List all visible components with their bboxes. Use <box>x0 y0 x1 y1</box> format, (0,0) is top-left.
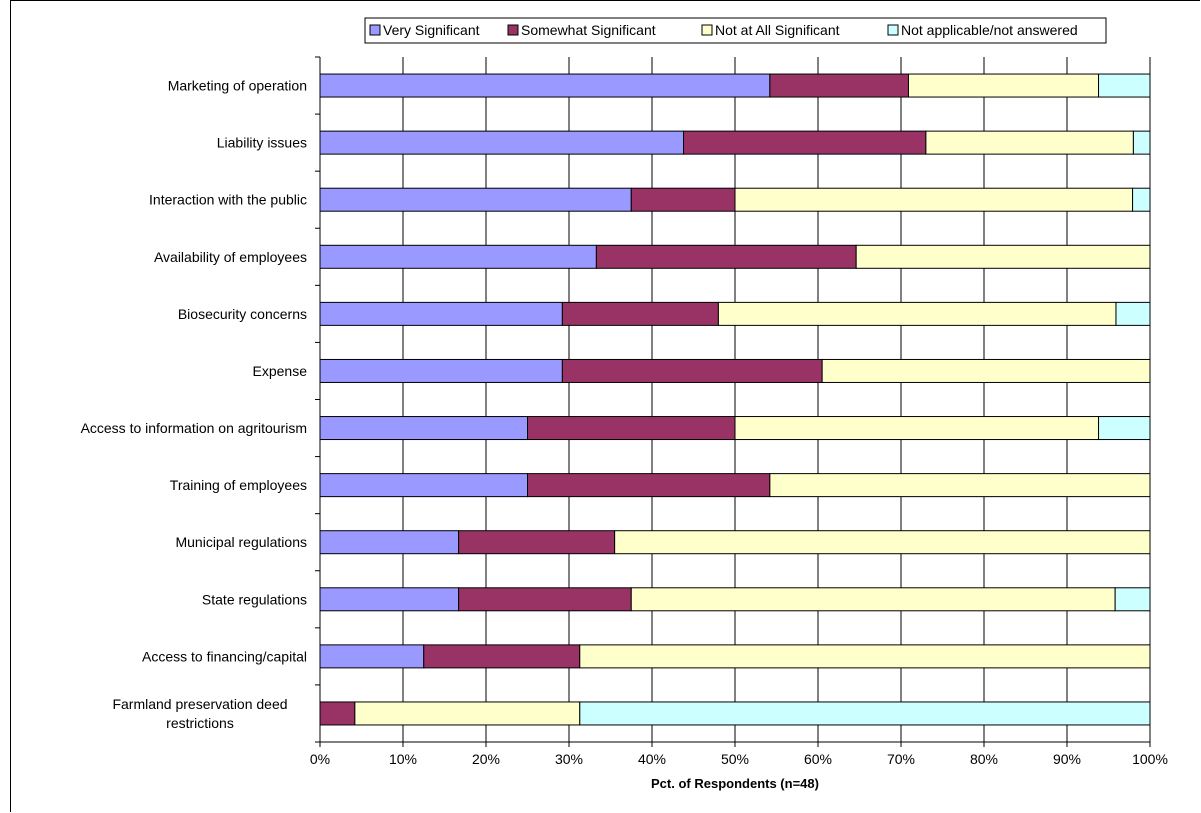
category-label: Marketing of operation <box>168 78 307 94</box>
x-tick-label: 0% <box>310 751 330 767</box>
category-label: Expense <box>253 363 308 379</box>
bar-not-applicable-not-answered-9 <box>1114 587 1151 612</box>
bar-somewhat-significant-3 <box>595 244 857 269</box>
legend-swatch <box>507 24 519 36</box>
category-label: Farmland preservation deed restrictions <box>112 696 287 731</box>
x-tick-label: 50% <box>721 751 749 767</box>
bar-somewhat-significant-4 <box>561 301 719 326</box>
bar-somewhat-significant-8 <box>458 530 616 555</box>
x-tick-label: 80% <box>970 751 998 767</box>
bar-not-at-all-significant-1 <box>925 130 1134 155</box>
legend-label: Somewhat Significant <box>521 22 656 38</box>
bar-very-significant-2 <box>319 187 632 212</box>
bar-very-significant-10 <box>319 644 425 669</box>
category-labels: Marketing of operation Liability issues In… <box>81 78 308 731</box>
x-tick-labels: 0% 10% 20% 30% 40% 50% 60% 70% 80% 90% 100% <box>310 751 1168 767</box>
category-label: Liability issues <box>217 135 307 151</box>
bar-somewhat-significant-11 <box>319 701 356 726</box>
bar-somewhat-significant-5 <box>561 358 823 383</box>
bar-not-at-all-significant-11 <box>354 701 581 726</box>
bar-not-at-all-significant-0 <box>907 73 1100 98</box>
bar-very-significant-9 <box>319 587 460 612</box>
category-label: Availability of employees <box>154 249 307 265</box>
legend-label: Not applicable/not answered <box>901 22 1078 38</box>
bar-not-at-all-significant-6 <box>734 416 1100 441</box>
bar-not-at-all-significant-7 <box>769 473 1151 498</box>
bar-not-at-all-significant-5 <box>821 358 1151 383</box>
bar-somewhat-significant-9 <box>458 587 632 612</box>
x-tick-label: 20% <box>472 751 500 767</box>
legend-swatch <box>887 24 899 36</box>
category-label: Interaction with the public <box>149 192 307 208</box>
bar-not-at-all-significant-9 <box>630 587 1116 612</box>
bar-very-significant-7 <box>319 473 528 498</box>
bar-not-at-all-significant-10 <box>579 644 1151 669</box>
legend: Very Significant Somewhat Significant Not … <box>364 17 1107 44</box>
x-tick-label: 10% <box>389 751 417 767</box>
gridlines <box>319 57 1151 742</box>
bar-very-significant-3 <box>319 244 597 269</box>
bar-very-significant-1 <box>319 130 685 155</box>
bar-not-at-all-significant-3 <box>855 244 1151 269</box>
category-label: Training of employees <box>170 477 307 493</box>
bar-very-significant-8 <box>319 530 460 555</box>
axes <box>315 56 1151 747</box>
bar-very-significant-6 <box>319 416 528 441</box>
legend-box <box>364 17 1107 44</box>
bar-somewhat-significant-2 <box>630 187 736 212</box>
legend-label: Very Significant <box>383 22 480 38</box>
bar-very-significant-4 <box>319 301 563 326</box>
bar-not-applicable-not-answered-1 <box>1132 130 1151 155</box>
bar-somewhat-significant-7 <box>527 473 771 498</box>
category-label: Biosecurity concerns <box>178 306 307 322</box>
bar-not-applicable-not-answered-0 <box>1098 73 1151 98</box>
bar-not-at-all-significant-8 <box>614 530 1151 555</box>
legend-label: Not at All Significant <box>715 22 840 38</box>
category-label: Municipal regulations <box>175 534 307 550</box>
category-label: Access to information on agritourism <box>81 420 307 436</box>
bar-somewhat-significant-0 <box>769 73 909 98</box>
x-tick-label: 40% <box>638 751 666 767</box>
x-tick-label: 90% <box>1053 751 1081 767</box>
bar-not-applicable-not-answered-2 <box>1132 187 1151 212</box>
bar-not-at-all-significant-4 <box>717 301 1117 326</box>
x-tick-label: 70% <box>887 751 915 767</box>
chart-frame <box>10 0 1200 812</box>
category-label: Access to financing/capital <box>142 648 307 664</box>
bar-somewhat-significant-1 <box>683 130 927 155</box>
bars <box>319 73 1151 726</box>
bar-not-applicable-not-answered-11 <box>579 701 1151 726</box>
x-axis-title: Pct. of Respondents (n=48) <box>651 776 819 791</box>
bar-very-significant-0 <box>319 73 771 98</box>
bar-somewhat-significant-10 <box>423 644 581 669</box>
x-tick-label: 100% <box>1132 751 1168 767</box>
bar-not-applicable-not-answered-6 <box>1098 416 1151 441</box>
x-tick-label: 30% <box>555 751 583 767</box>
legend-swatch <box>701 24 713 36</box>
bar-somewhat-significant-6 <box>527 416 736 441</box>
bar-not-at-all-significant-2 <box>734 187 1134 212</box>
x-tick-label: 60% <box>804 751 832 767</box>
legend-swatch <box>369 24 381 36</box>
category-label: State regulations <box>202 591 307 607</box>
bar-very-significant-5 <box>319 358 563 383</box>
bar-not-applicable-not-answered-4 <box>1115 301 1151 326</box>
